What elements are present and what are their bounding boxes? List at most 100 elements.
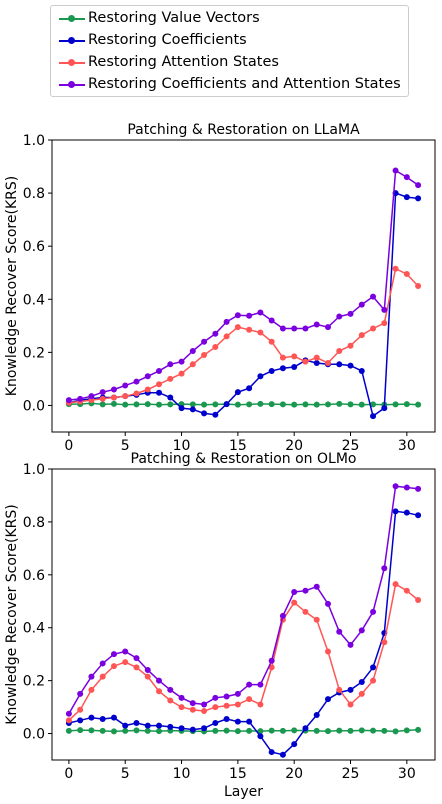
llama-y-tick-label: 0.6	[23, 239, 45, 255]
olmo-point-coefficients	[223, 715, 230, 722]
olmo-series-line-coefficients-and-attention	[68, 485, 419, 715]
llama-point-value-vectors	[110, 400, 117, 407]
legend-marker-icon	[68, 15, 75, 22]
llama-point-coefficients-and-attention	[336, 313, 343, 320]
llama-point-value-vectors	[133, 401, 140, 408]
olmo-point-attention-states	[65, 717, 72, 724]
legend-item-coefficients-and-attention: Restoring Coefficients and Attention Sta…	[51, 74, 408, 95]
llama-x-tick-label: 15	[229, 438, 247, 454]
llama-point-value-vectors	[144, 401, 151, 408]
olmo-point-coefficients-and-attention	[403, 484, 410, 491]
olmo-point-attention-states	[268, 664, 275, 671]
llama-point-attention-states	[201, 352, 208, 359]
olmo-point-coefficients-and-attention	[268, 657, 275, 664]
llama-point-coefficients	[415, 195, 422, 202]
llama-chart-title: Patching & Restoration on LLaMA	[127, 122, 360, 138]
llama-point-value-vectors	[99, 401, 106, 408]
olmo-point-attention-states	[77, 706, 84, 713]
llama-point-attention-states	[370, 325, 377, 332]
llama-point-value-vectors	[156, 401, 163, 408]
llama-point-value-vectors	[336, 400, 343, 407]
olmo-point-coefficients-and-attention	[336, 628, 343, 635]
legend-label: Restoring Coefficients	[88, 32, 247, 48]
llama-point-coefficients	[246, 385, 253, 392]
llama-point-coefficients-and-attention	[110, 386, 117, 393]
olmo-point-value-vectors	[415, 726, 422, 733]
llama-point-value-vectors	[189, 401, 196, 408]
llama-x-tick-label: 5	[121, 438, 130, 454]
olmo-point-coefficients-and-attention	[144, 667, 151, 674]
llama-x-tick-label: 0	[64, 438, 73, 454]
olmo-point-attention-states	[415, 596, 422, 603]
llama-point-coefficients-and-attention	[268, 317, 275, 324]
llama-point-attention-states	[156, 381, 163, 388]
olmo-point-coefficients	[99, 715, 106, 722]
llama-point-value-vectors	[370, 401, 377, 408]
olmo-point-value-vectors	[65, 727, 72, 734]
llama-point-coefficients-and-attention	[291, 325, 298, 332]
llama-point-coefficients	[403, 194, 410, 201]
olmo-point-value-vectors	[246, 727, 253, 734]
llama-point-attention-states	[234, 324, 241, 331]
olmo-point-coefficients-and-attention	[133, 655, 140, 662]
llama-point-attention-states	[313, 354, 320, 361]
llama-point-attention-states	[392, 265, 399, 272]
olmo-point-coefficients-and-attention	[302, 587, 309, 594]
olmo-point-value-vectors	[381, 727, 388, 734]
llama-point-coefficients	[156, 389, 163, 396]
olmo-series-line-coefficients	[68, 510, 419, 756]
olmo-y-tick-label: 0.0	[23, 727, 45, 743]
llama-point-coefficients	[201, 410, 208, 417]
olmo-x-tick-label: 0	[64, 766, 73, 782]
olmo-point-coefficients	[313, 712, 320, 719]
olmo-point-coefficients-and-attention	[77, 690, 84, 697]
olmo-point-attention-states	[313, 616, 320, 623]
olmo-point-coefficients-and-attention	[257, 681, 264, 688]
llama-point-value-vectors	[122, 401, 129, 408]
olmo-point-coefficients-and-attention	[223, 693, 230, 700]
llama-point-value-vectors	[324, 401, 331, 408]
olmo-point-value-vectors	[324, 728, 331, 735]
llama-point-attention-states	[403, 271, 410, 278]
llama-point-coefficients-and-attention	[156, 367, 163, 374]
olmo-point-coefficients-and-attention	[347, 641, 354, 648]
olmo-y-axis-label: Knowledge Recover Score(KRS)	[4, 504, 20, 724]
legend-label: Restoring Coefficients and Attention Sta…	[88, 76, 401, 92]
llama-point-attention-states	[381, 320, 388, 327]
llama-point-coefficients-and-attention	[201, 338, 208, 345]
llama-point-coefficients-and-attention	[257, 309, 264, 316]
llama-series-line-coefficients-and-attention	[68, 169, 419, 401]
olmo-point-coefficients-and-attention	[246, 681, 253, 688]
olmo-point-value-vectors	[110, 728, 117, 735]
llama-point-coefficients	[336, 361, 343, 368]
olmo-point-attention-states	[392, 581, 399, 588]
llama-point-coefficients	[257, 373, 264, 380]
olmo-point-coefficients	[302, 725, 309, 732]
olmo-point-coefficients	[212, 719, 219, 726]
olmo-point-value-vectors	[291, 727, 298, 734]
llama-point-attention-states	[189, 361, 196, 368]
llama-point-coefficients	[268, 367, 275, 374]
llama-series-line-value-vectors	[68, 402, 419, 406]
llama-point-attention-states	[110, 394, 117, 401]
olmo-point-coefficients	[246, 718, 253, 725]
llama-point-attention-states	[279, 354, 286, 361]
llama-point-attention-states	[133, 390, 140, 397]
llama-point-attention-states	[415, 283, 422, 289]
olmo-chart-title: Patching & Restoration on OLMo	[131, 451, 357, 467]
llama-point-coefficients-and-attention	[302, 325, 309, 332]
olmo-point-coefficients-and-attention	[234, 690, 241, 697]
llama-point-coefficients-and-attention	[133, 378, 140, 385]
olmo-point-value-vectors	[144, 727, 151, 734]
olmo-point-attention-states	[302, 608, 309, 615]
olmo-point-attention-states	[212, 704, 219, 711]
olmo-x-axis-label: Layer	[224, 784, 263, 800]
llama-point-attention-states	[99, 395, 106, 402]
olmo-point-attention-states	[167, 697, 174, 704]
olmo-point-coefficients-and-attention	[156, 677, 163, 684]
llama-point-attention-states	[144, 386, 151, 393]
olmo-x-tick-label: 30	[398, 766, 416, 782]
olmo-point-coefficients	[279, 751, 286, 758]
llama-point-coefficients-and-attention	[246, 312, 253, 319]
llama-x-tick-label: 30	[398, 438, 416, 454]
